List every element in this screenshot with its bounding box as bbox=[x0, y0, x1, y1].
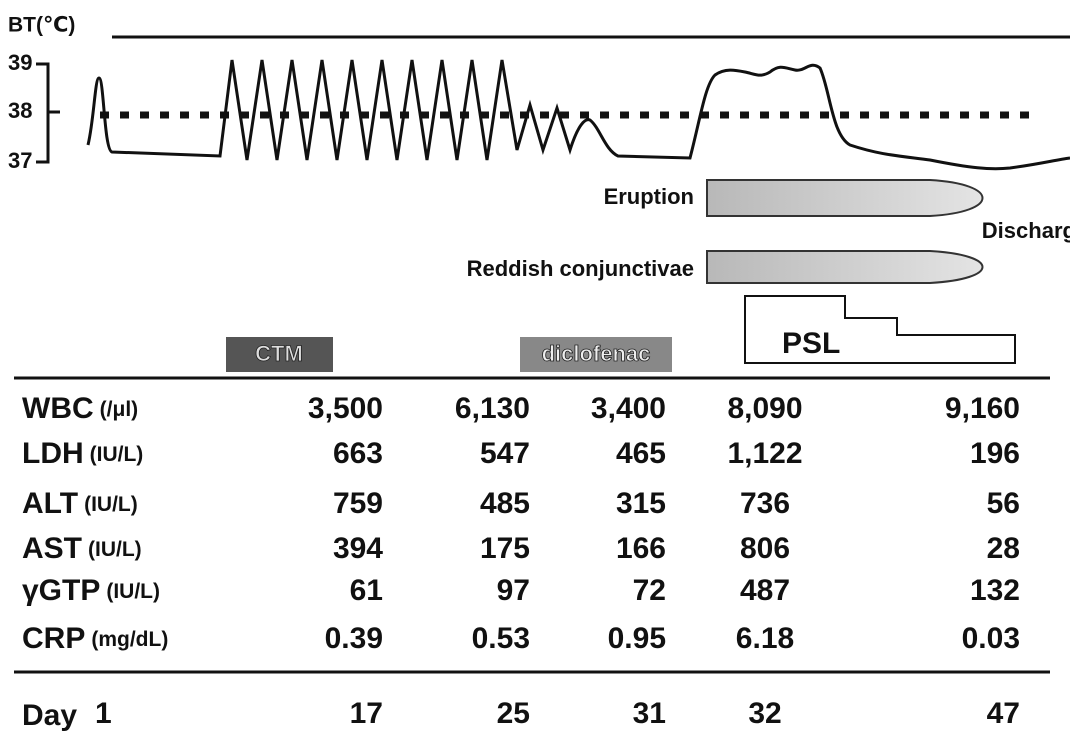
row-name: WBC bbox=[22, 392, 94, 425]
cell-value: 6.18 bbox=[736, 622, 794, 655]
row-name: LDH bbox=[22, 437, 84, 470]
row-unit: (IU/L) bbox=[90, 443, 144, 466]
day-value: 1 bbox=[95, 697, 112, 730]
row-label: ALT (IU/L) bbox=[22, 487, 138, 520]
cell-value: 8,090 bbox=[727, 392, 802, 425]
row-unit: (IU/L) bbox=[84, 493, 138, 516]
row-unit: (IU/L) bbox=[106, 580, 160, 603]
cell-value: 132 bbox=[970, 574, 1020, 607]
drug-label: diclofenac bbox=[542, 341, 651, 366]
temperature-curve bbox=[86, 59, 1070, 171]
cell-value: 315 bbox=[616, 487, 666, 520]
row-label: LDH (IU/L) bbox=[22, 437, 143, 470]
cell-value: 736 bbox=[740, 487, 790, 520]
event-label: Eruption bbox=[604, 184, 694, 209]
row-name: CRP bbox=[22, 622, 85, 655]
axis-bracket bbox=[36, 62, 60, 164]
axis-label: BT(℃) bbox=[8, 14, 75, 37]
tick-label: 37 bbox=[8, 148, 32, 173]
row-unit: (/μl) bbox=[100, 398, 139, 421]
cell-value: 759 bbox=[333, 487, 383, 520]
day-value: 17 bbox=[350, 697, 383, 730]
cell-value: 97 bbox=[497, 574, 530, 607]
tick-label: 38 bbox=[8, 98, 32, 123]
day-value: 32 bbox=[748, 697, 781, 730]
row-name: ALT bbox=[22, 487, 78, 520]
day-value: 47 bbox=[987, 697, 1020, 730]
cell-value: 394 bbox=[333, 532, 383, 565]
day-value: 25 bbox=[497, 697, 530, 730]
cell-value: 56 bbox=[987, 487, 1020, 520]
cell-value: 196 bbox=[970, 437, 1020, 470]
row-unit: (IU/L) bbox=[88, 538, 142, 561]
row-label: WBC (/μl) bbox=[22, 392, 138, 425]
eruption-bar bbox=[706, 179, 984, 217]
row-unit: (mg/dL) bbox=[91, 628, 168, 651]
row-label: γGTP (IU/L) bbox=[22, 574, 160, 607]
row-label: CRP (mg/dL) bbox=[22, 622, 168, 655]
cell-value: 28 bbox=[987, 532, 1020, 565]
ctm-box bbox=[226, 337, 333, 372]
conjunctivae-bar bbox=[706, 250, 984, 284]
event-label: Discharge bbox=[982, 218, 1070, 243]
cell-value: 175 bbox=[480, 532, 530, 565]
cell-value: 61 bbox=[350, 574, 383, 607]
drug-label: PSL bbox=[782, 327, 840, 360]
cell-value: 72 bbox=[633, 574, 666, 607]
cell-value: 0.95 bbox=[608, 622, 666, 655]
cell-value: 806 bbox=[740, 532, 790, 565]
cell-value: 0.39 bbox=[325, 622, 383, 655]
cell-value: 6,130 bbox=[455, 392, 530, 425]
cell-value: 663 bbox=[333, 437, 383, 470]
row-name: γGTP bbox=[22, 574, 100, 607]
diclofenac-box bbox=[520, 337, 672, 372]
cell-value: 3,500 bbox=[308, 392, 383, 425]
cell-value: 0.03 bbox=[962, 622, 1020, 655]
cell-value: 0.53 bbox=[472, 622, 530, 655]
cell-value: 547 bbox=[480, 437, 530, 470]
cell-value: 465 bbox=[616, 437, 666, 470]
tick-label: 39 bbox=[8, 50, 32, 75]
cell-value: 9,160 bbox=[945, 392, 1020, 425]
cell-value: 485 bbox=[480, 487, 530, 520]
drug-label: CTM bbox=[255, 341, 303, 366]
psl-box bbox=[744, 295, 1016, 364]
day-label: Day bbox=[22, 699, 77, 732]
row-label: AST (IU/L) bbox=[22, 532, 142, 565]
cell-value: 166 bbox=[616, 532, 666, 565]
cell-value: 487 bbox=[740, 574, 790, 607]
day-value: 31 bbox=[633, 697, 666, 730]
event-label: Reddish conjunctivae bbox=[467, 256, 694, 281]
cell-value: 1,122 bbox=[727, 437, 802, 470]
row-name: AST bbox=[22, 532, 82, 565]
cell-value: 3,400 bbox=[591, 392, 666, 425]
